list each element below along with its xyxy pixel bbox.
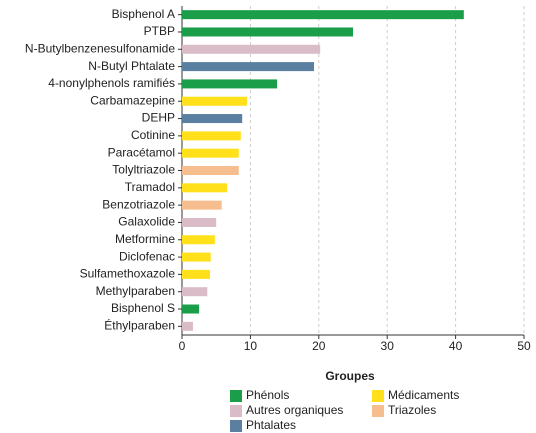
y-tick-label: N-Butyl Phtalate bbox=[88, 59, 175, 73]
y-tick-label: 4-nonylphenols ramifiés bbox=[48, 76, 175, 90]
bar bbox=[182, 287, 208, 297]
y-tick-label: Metformine bbox=[115, 232, 175, 246]
x-tick-label: 20 bbox=[312, 339, 326, 353]
x-tick-label: 0 bbox=[179, 339, 186, 353]
bar bbox=[182, 62, 315, 72]
legend-swatch bbox=[372, 405, 384, 417]
legend-swatch bbox=[230, 420, 242, 432]
legend-label: Phénols bbox=[246, 388, 289, 402]
y-tick-label: Sulfamethoxazole bbox=[80, 267, 176, 281]
y-tick-label: Bisphenol A bbox=[112, 7, 175, 21]
legend-swatch bbox=[230, 405, 242, 417]
legend-label: Médicaments bbox=[388, 388, 459, 402]
y-tick-label: Tramadol bbox=[125, 180, 175, 194]
bar bbox=[182, 183, 228, 193]
bar bbox=[182, 27, 353, 37]
bar bbox=[182, 79, 278, 89]
x-tick-label: 40 bbox=[449, 339, 463, 353]
bar bbox=[182, 304, 200, 314]
x-tick-label: 50 bbox=[517, 339, 531, 353]
y-tick-label: PTBP bbox=[144, 24, 175, 38]
bar bbox=[182, 131, 241, 141]
bar bbox=[182, 321, 193, 331]
y-tick-label: Benzotriazole bbox=[102, 197, 175, 211]
legend-label: Autres organiques bbox=[246, 403, 343, 417]
bar bbox=[182, 96, 247, 106]
legend-title: Groupes bbox=[325, 369, 375, 383]
y-tick-label: Methylparaben bbox=[96, 284, 175, 298]
x-tick-label: 30 bbox=[381, 339, 395, 353]
bar bbox=[182, 10, 464, 20]
bar bbox=[182, 252, 211, 262]
y-tick-label: Paracétamol bbox=[108, 145, 175, 159]
y-tick-label: DEHP bbox=[142, 111, 175, 125]
bar bbox=[182, 200, 222, 210]
bar bbox=[182, 269, 211, 279]
legend-swatch bbox=[372, 390, 384, 402]
legend-swatch bbox=[230, 390, 242, 402]
y-tick-label: Tolyltriazole bbox=[112, 163, 175, 177]
y-tick-label: Cotinine bbox=[131, 128, 175, 142]
x-tick-label: 10 bbox=[244, 339, 258, 353]
y-tick-label: Galaxolide bbox=[118, 215, 175, 229]
bar bbox=[182, 217, 217, 227]
y-tick-label: Carbamazepine bbox=[90, 93, 175, 107]
y-tick-label: Éthylparaben bbox=[104, 318, 175, 333]
y-tick-label: N-Butylbenzenesulfonamide bbox=[25, 41, 175, 55]
bar bbox=[182, 148, 239, 158]
bar bbox=[182, 44, 321, 54]
legend-label: Triazoles bbox=[388, 403, 436, 417]
y-tick-label: Bisphenol S bbox=[111, 301, 175, 315]
legend-label: Phtalates bbox=[246, 418, 296, 432]
y-tick-label: Diclofenac bbox=[119, 249, 175, 263]
bar bbox=[182, 235, 215, 245]
bar bbox=[182, 166, 239, 175]
bar bbox=[182, 114, 243, 124]
